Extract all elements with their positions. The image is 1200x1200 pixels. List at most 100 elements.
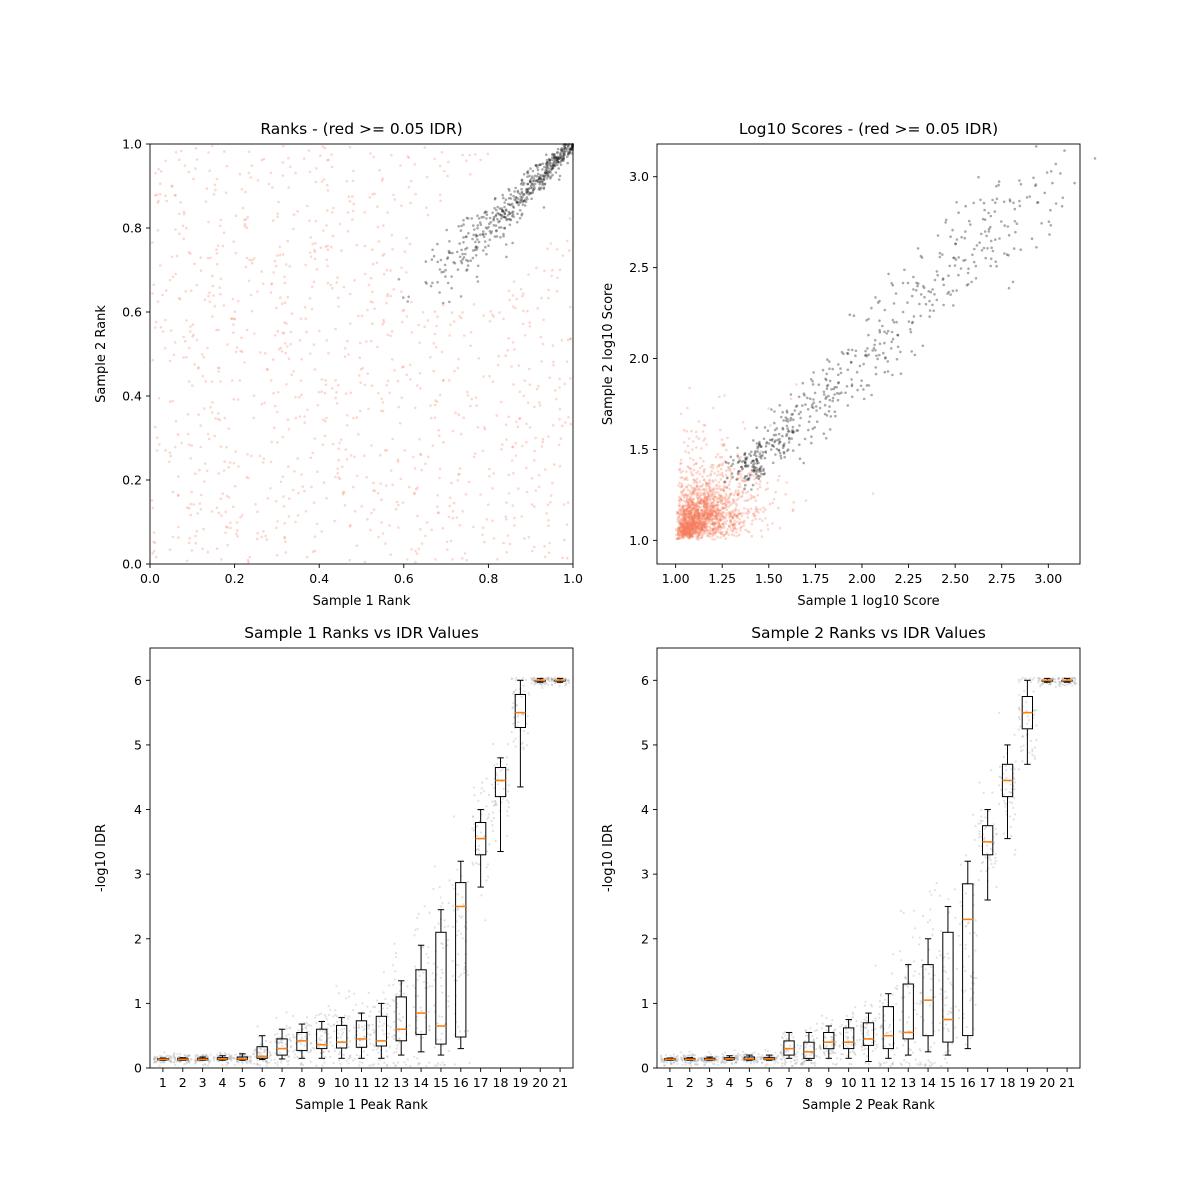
x-tick-label: 2: [179, 1075, 187, 1090]
y-axis-label: -log10 IDR: [601, 824, 616, 892]
x-tick-label: 0.0: [140, 571, 160, 586]
axes-frame: [656, 143, 1081, 565]
x-tick-label: 13: [900, 1075, 916, 1090]
y-tick-label: 4: [641, 802, 649, 817]
y-axis-label: Sample 2 log10 Score: [601, 283, 616, 425]
y-tick-label: 3: [641, 867, 649, 882]
x-tick-label: 18: [1000, 1075, 1016, 1090]
x-tick-label: 1: [159, 1075, 167, 1090]
x-tick-label: 1.0: [563, 571, 583, 586]
x-tick-label: 8: [805, 1075, 813, 1090]
y-tick-label: 0: [641, 1061, 649, 1076]
x-tick-label: 19: [1019, 1075, 1035, 1090]
x-tick-label: 20: [1039, 1075, 1055, 1090]
x-axis-label: Sample 1 Rank: [313, 594, 411, 609]
y-tick-label: 1.5: [629, 442, 649, 457]
x-tick-label: 4: [726, 1075, 734, 1090]
x-tick-label: 12: [373, 1075, 389, 1090]
x-tick-label: 21: [552, 1075, 568, 1090]
x-tick-label: 18: [493, 1075, 509, 1090]
x-axis-label: Sample 1 log10 Score: [797, 594, 939, 609]
x-tick-label: 9: [318, 1075, 326, 1090]
y-axis-label: Sample 2 Rank: [94, 305, 109, 403]
x-tick-label: 17: [980, 1075, 996, 1090]
data-points: [150, 143, 574, 564]
x-tick-label: 10: [334, 1075, 350, 1090]
y-tick-label: 2: [134, 931, 142, 946]
y-tick-label: 2.5: [629, 260, 649, 275]
axes-frame: [149, 647, 574, 1069]
x-tick-label: 12: [880, 1075, 896, 1090]
axes-frame: [149, 143, 574, 565]
x-tick-label: 16: [453, 1075, 469, 1090]
y-tick-label: 5: [134, 737, 142, 752]
data-points: [152, 676, 571, 1068]
x-tick-label: 14: [920, 1075, 936, 1090]
y-tick-label: 0.8: [122, 221, 142, 236]
x-tick-label: 7: [785, 1075, 793, 1090]
y-tick-label: 6: [134, 673, 142, 688]
chart-title: Log10 Scores - (red >= 0.05 IDR): [739, 120, 998, 138]
x-tick-label: 1.25: [708, 571, 736, 586]
x-tick-label: 7: [278, 1075, 286, 1090]
x-tick-label: 11: [861, 1075, 877, 1090]
y-tick-label: 1.0: [122, 137, 142, 152]
y-tick-label: 0.0: [122, 557, 142, 572]
x-tick-label: 1.75: [801, 571, 829, 586]
x-tick-label: 3.00: [1034, 571, 1062, 586]
y-tick-label: 3.0: [629, 169, 649, 184]
x-tick-label: 2.00: [848, 571, 876, 586]
x-tick-label: 4: [219, 1075, 227, 1090]
x-tick-label: 5: [238, 1075, 246, 1090]
y-tick-label: 6: [641, 673, 649, 688]
chart-sample2_idr: 1 2 3 4 5 6 7 8 9 10 11 12 13 14 15 16 17 18 19 20 210123456…: [601, 624, 1081, 1113]
x-tick-label: 0.6: [394, 571, 414, 586]
y-tick-label: 0: [134, 1061, 142, 1076]
x-tick-label: 15: [940, 1075, 956, 1090]
x-tick-label: 14: [413, 1075, 429, 1090]
x-tick-label: 19: [512, 1075, 528, 1090]
boxplot-boxes: [664, 677, 1073, 1063]
data-points: [674, 145, 1097, 541]
y-tick-label: 2.0: [629, 351, 649, 366]
x-tick-label: 2.25: [895, 571, 923, 586]
data-points: [659, 676, 1078, 1068]
x-tick-label: 2.75: [988, 571, 1016, 586]
y-tick-label: 0.2: [122, 473, 142, 488]
x-tick-label: 21: [1059, 1075, 1075, 1090]
boxplot-boxes: [157, 677, 566, 1061]
y-axis-label: -log10 IDR: [94, 824, 109, 892]
y-tick-label: 0.4: [122, 389, 142, 404]
x-tick-label: 1.50: [755, 571, 783, 586]
x-tick-label: 1: [666, 1075, 674, 1090]
x-tick-label: 0.2: [225, 571, 245, 586]
y-tick-label: 0.6: [122, 305, 142, 320]
axis-ticks: 0.0 0.2 0.4 0.6 0.8 1.0 0.0 0.2 0.4 0.6 0.8 1.0: [122, 137, 583, 587]
x-tick-label: 9: [825, 1075, 833, 1090]
x-tick-label: 1.00: [662, 571, 690, 586]
y-tick-label: 1: [134, 996, 142, 1011]
x-tick-label: 6: [765, 1075, 773, 1090]
x-tick-label: 0.4: [309, 571, 329, 586]
x-axis-label: Sample 2 Peak Rank: [802, 1098, 935, 1113]
x-tick-label: 5: [745, 1075, 753, 1090]
x-tick-label: 2.50: [941, 571, 969, 586]
chart-title: Sample 1 Ranks vs IDR Values: [244, 624, 479, 642]
y-tick-label: 3: [134, 867, 142, 882]
x-tick-label: 6: [258, 1075, 266, 1090]
chart-sample1_idr: 1 2 3 4 5 6 7 8 9 10 11 12 13 14 15 16 17 18 19 20 210123456…: [94, 624, 574, 1113]
x-tick-label: 17: [473, 1075, 489, 1090]
y-tick-label: 5: [641, 737, 649, 752]
y-tick-label: 1: [641, 996, 649, 1011]
y-tick-label: 1.0: [629, 533, 649, 548]
x-tick-label: 0.8: [478, 571, 498, 586]
chart-log10_scores: 1.00 1.25 1.50 1.75 2.00 2.25 2.50 2.75 3.00 1.0 1…: [601, 120, 1097, 609]
x-tick-label: 16: [960, 1075, 976, 1090]
chart-title: Ranks - (red >= 0.05 IDR): [260, 120, 462, 138]
x-tick-label: 11: [354, 1075, 370, 1090]
x-tick-label: 13: [393, 1075, 409, 1090]
x-tick-label: 15: [433, 1075, 449, 1090]
